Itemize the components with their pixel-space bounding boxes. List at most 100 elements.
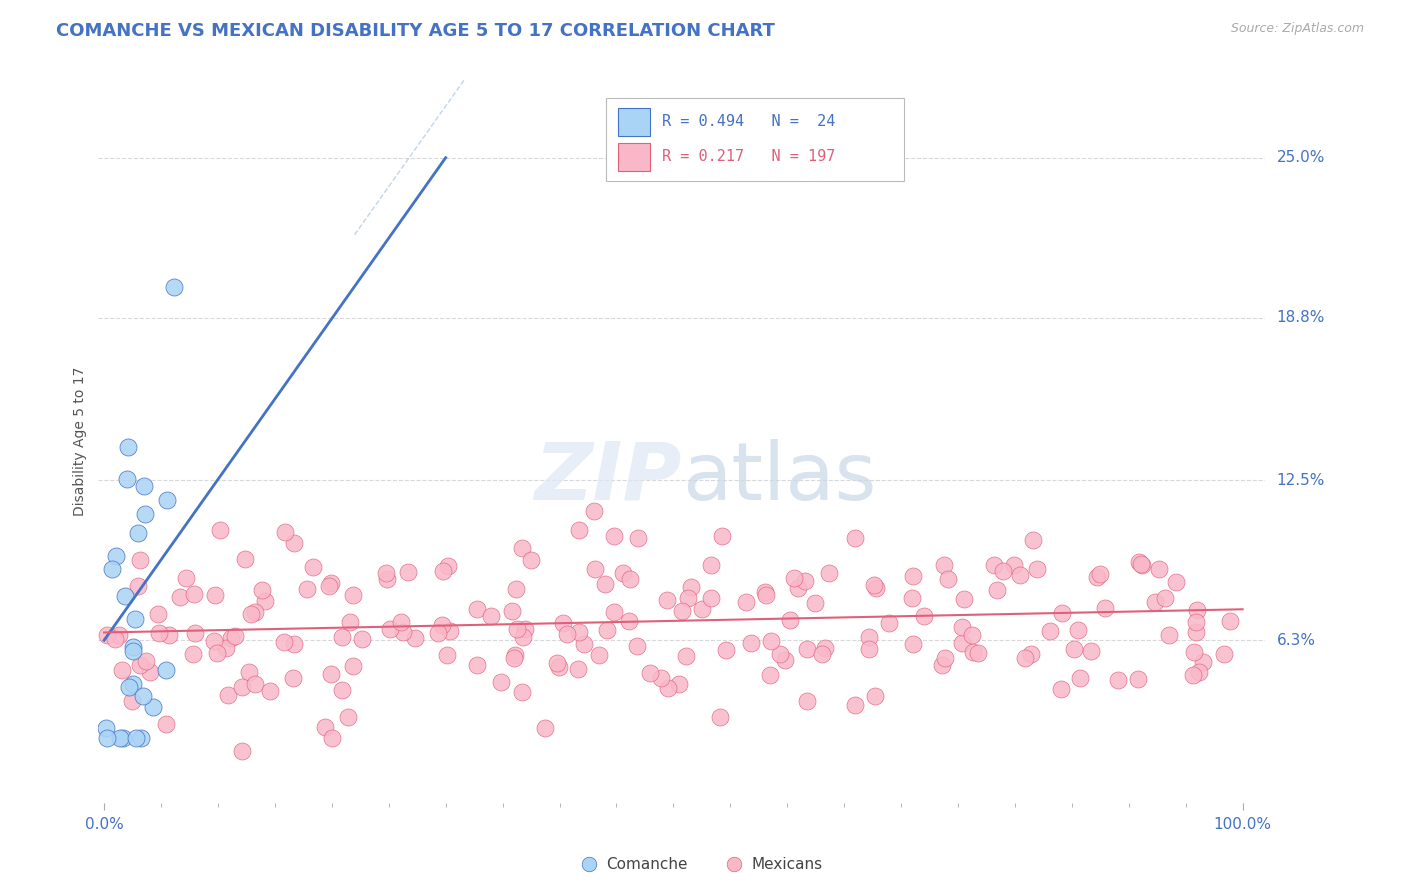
Point: [142, 699, 165, 714]
Point: [858, 642, 880, 657]
Point: [135, 655, 157, 669]
Point: [111, 664, 134, 678]
Point: [465, 602, 488, 616]
Point: [183, 648, 205, 662]
Point: [231, 744, 253, 758]
Point: [1187, 665, 1209, 679]
Point: [676, 591, 699, 605]
Point: [501, 604, 523, 618]
Point: [588, 648, 610, 662]
Point: [513, 623, 536, 637]
Point: [121, 676, 143, 690]
Point: [336, 710, 359, 724]
Point: [205, 646, 228, 660]
Text: Source: ZipAtlas.com: Source: ZipAtlas.com: [1230, 22, 1364, 36]
Point: [671, 604, 693, 618]
Point: [510, 541, 533, 556]
Point: [844, 698, 866, 712]
Text: COMANCHE VS MEXICAN DISABILITY AGE 5 TO 17 CORRELATION CHART: COMANCHE VS MEXICAN DISABILITY AGE 5 TO …: [56, 22, 775, 40]
Point: [863, 578, 886, 592]
Point: [567, 662, 589, 676]
Point: [650, 672, 672, 686]
Point: [1185, 625, 1208, 640]
Point: [302, 560, 325, 574]
Point: [157, 628, 180, 642]
Text: Comanche: Comanche: [606, 856, 688, 871]
Point: [96, 628, 118, 642]
Point: [952, 620, 974, 634]
Point: [901, 591, 924, 606]
Point: [1080, 644, 1102, 658]
Point: [953, 591, 976, 606]
Point: [465, 657, 488, 672]
Point: [156, 492, 179, 507]
Point: [339, 615, 361, 629]
Point: [1019, 647, 1042, 661]
Point: [655, 592, 678, 607]
Point: [931, 657, 953, 672]
Point: [239, 607, 262, 621]
Point: [804, 597, 827, 611]
Point: [865, 689, 887, 703]
Point: [603, 605, 626, 619]
Point: [657, 681, 679, 696]
Point: [568, 625, 591, 640]
Point: [505, 623, 527, 637]
Point: [245, 677, 267, 691]
Point: [640, 665, 662, 680]
Point: [1153, 591, 1175, 605]
Point: [754, 585, 776, 599]
Point: [134, 507, 156, 521]
Text: 25.0%: 25.0%: [1277, 150, 1324, 165]
Point: [96, 721, 118, 735]
Point: [169, 590, 191, 604]
Point: [1088, 567, 1111, 582]
Point: [758, 667, 780, 681]
Point: [342, 588, 364, 602]
Point: [505, 648, 527, 663]
Point: [375, 572, 398, 586]
Point: [259, 683, 281, 698]
Point: [202, 633, 225, 648]
Point: [1050, 681, 1073, 696]
Point: [404, 631, 426, 645]
Point: [877, 616, 900, 631]
Point: [960, 627, 983, 641]
Point: [426, 625, 449, 640]
Point: [224, 629, 246, 643]
Point: [479, 608, 502, 623]
Point: [794, 574, 817, 588]
Point: [783, 571, 806, 585]
Point: [437, 559, 460, 574]
Point: [1213, 647, 1236, 661]
Point: [174, 571, 197, 585]
Point: [132, 479, 155, 493]
Point: [818, 566, 841, 581]
Point: [950, 636, 973, 650]
Point: [330, 682, 353, 697]
Point: [505, 582, 527, 596]
Point: [253, 593, 276, 607]
FancyBboxPatch shape: [606, 98, 904, 181]
Point: [769, 647, 792, 661]
Point: [1219, 615, 1241, 629]
Point: [773, 653, 796, 667]
Point: [787, 581, 810, 595]
Point: [121, 694, 143, 708]
Point: [557, 627, 579, 641]
Text: ZIP: ZIP: [534, 439, 682, 516]
Point: [231, 680, 253, 694]
Point: [603, 529, 626, 543]
Point: [710, 529, 733, 543]
Point: [250, 583, 273, 598]
Bar: [617, 143, 651, 170]
Point: [122, 640, 145, 655]
Point: [1128, 555, 1150, 569]
Point: [844, 532, 866, 546]
Point: [319, 667, 342, 681]
Point: [108, 731, 131, 746]
Point: [519, 553, 541, 567]
Point: [1182, 645, 1205, 659]
Point: [811, 647, 834, 661]
Point: [962, 645, 984, 659]
